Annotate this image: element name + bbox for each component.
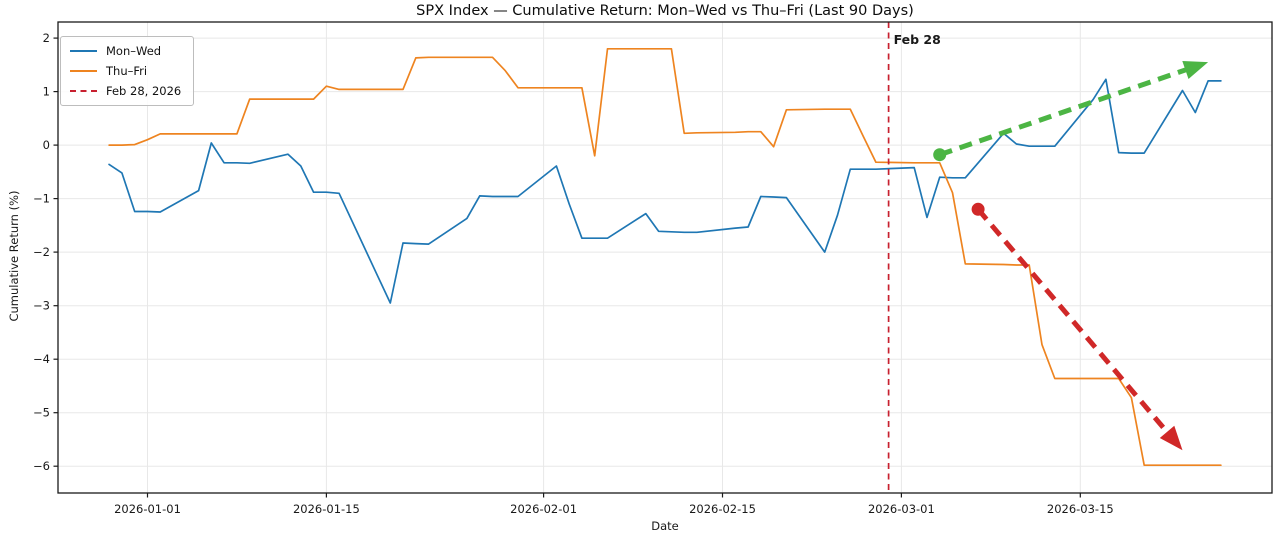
x-tick-label: 2026-03-15 xyxy=(1047,502,1114,516)
series-line-mon-wed xyxy=(108,78,1222,304)
x-axis-label: Date xyxy=(651,519,679,533)
series-line-thu-fri xyxy=(108,47,1222,467)
downtrend-arrow xyxy=(976,207,1173,439)
x-tick-label: 2026-02-15 xyxy=(689,502,756,516)
x-tick-label: 2026-03-01 xyxy=(868,502,935,516)
y-tick-label: 1 xyxy=(43,85,50,99)
y-tick-label: −1 xyxy=(33,192,50,206)
legend-line-sample xyxy=(70,70,97,72)
y-tick-label: −2 xyxy=(33,245,50,259)
y-tick-label: −5 xyxy=(33,406,50,420)
y-tick-label: −6 xyxy=(33,459,50,473)
legend-label: Feb 28, 2026 xyxy=(106,84,182,98)
legend-item-feb: Feb 28, 2026 xyxy=(70,84,181,98)
legend-item-mon-wed: Mon–Wed xyxy=(70,44,181,58)
downtrend-arrow-start-dot xyxy=(971,202,985,216)
y-tick-label: 0 xyxy=(43,138,50,152)
x-tick-label: 2026-02-01 xyxy=(510,502,577,516)
legend-item-thu-fri: Thu–Fri xyxy=(70,64,181,78)
uptrend-arrow-head xyxy=(1182,61,1209,79)
y-tick-label: 2 xyxy=(43,31,50,45)
chart-title: SPX Index — Cumulative Return: Mon–Wed v… xyxy=(416,3,914,19)
uptrend-arrow-start-dot xyxy=(933,148,947,162)
x-tick-label: 2026-01-15 xyxy=(293,502,360,516)
legend-line-sample xyxy=(70,50,97,52)
y-tick-label: −3 xyxy=(33,299,50,313)
uptrend-arrow xyxy=(938,65,1192,158)
legend-label: Thu–Fri xyxy=(106,64,148,78)
vline-annotation: Feb 28 xyxy=(894,32,941,47)
downtrend-arrow-head xyxy=(1159,425,1183,451)
x-tick-label: 2026-01-01 xyxy=(114,502,181,516)
plot-border xyxy=(57,21,1273,494)
legend: Mon–Wed Thu–Fri Feb 28, 2026 xyxy=(60,36,195,106)
y-tick-label: −4 xyxy=(33,352,50,366)
legend-line-sample xyxy=(70,90,97,92)
legend-label: Mon–Wed xyxy=(106,44,162,58)
